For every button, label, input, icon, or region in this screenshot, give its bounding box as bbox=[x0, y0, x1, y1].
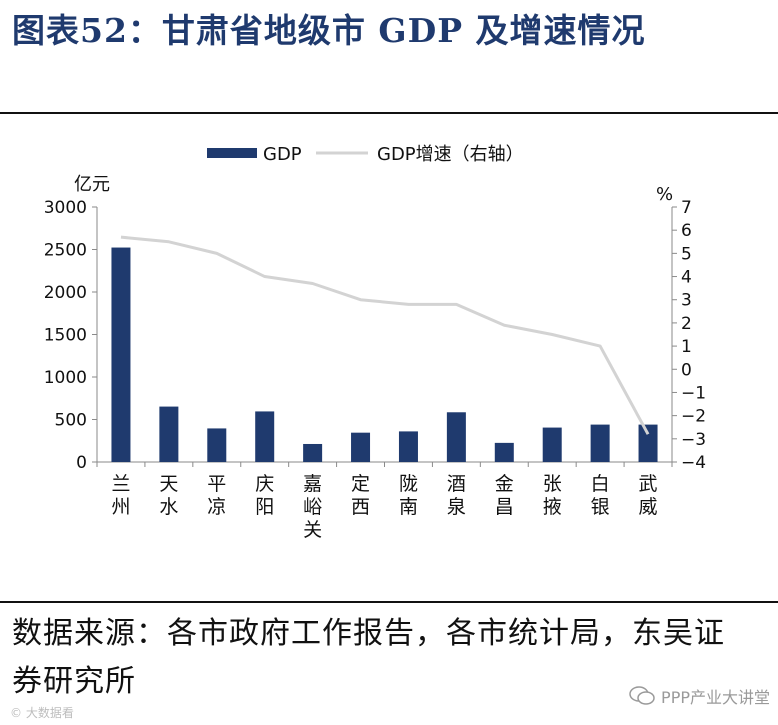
gdp-growth-line bbox=[120, 235, 650, 435]
x-category-label: 掖 bbox=[543, 496, 562, 518]
right-tick-label: −4 bbox=[681, 453, 706, 473]
x-category-label: 天 bbox=[159, 473, 178, 495]
gdp-bar bbox=[111, 247, 131, 462]
x-category-label: 南 bbox=[399, 496, 418, 518]
x-category-label: 庆 bbox=[255, 473, 274, 495]
x-category-label: 银 bbox=[591, 496, 610, 518]
gdp-bar bbox=[494, 442, 514, 462]
legend-bar-label: GDP bbox=[263, 144, 302, 165]
chart-title: 图表52：甘肃省地级市 GDP 及增速情况 bbox=[12, 11, 646, 50]
right-tick-label: −3 bbox=[681, 430, 706, 450]
right-tick-label: 6 bbox=[681, 221, 692, 241]
x-category-label: 泉 bbox=[447, 496, 466, 518]
gdp-bar bbox=[446, 412, 466, 462]
left-tick-label: 1000 bbox=[44, 368, 87, 388]
gdp-bar bbox=[398, 431, 418, 462]
right-tick-label: 7 bbox=[681, 198, 692, 218]
x-category-label: 武 bbox=[639, 473, 658, 495]
bottom-rule bbox=[0, 601, 778, 603]
x-category-label: 兰 bbox=[111, 473, 130, 495]
x-category-label: 西 bbox=[351, 496, 370, 518]
gdp-bar bbox=[542, 427, 562, 462]
right-tick-label: 4 bbox=[681, 268, 692, 288]
gdp-bar bbox=[255, 411, 275, 462]
x-category-label: 峪 bbox=[303, 496, 322, 518]
gdp-bar bbox=[638, 424, 658, 462]
x-category-label: 阳 bbox=[255, 496, 274, 518]
x-category-label: 平 bbox=[207, 473, 226, 495]
left-tick-label: 2000 bbox=[44, 283, 87, 303]
left-tick-label: 0 bbox=[76, 453, 87, 473]
left-tick-label: 3000 bbox=[44, 198, 87, 218]
left-tick-label: 2500 bbox=[44, 241, 87, 261]
x-category-label: 昌 bbox=[495, 496, 514, 518]
right-tick-label: 3 bbox=[681, 291, 692, 311]
right-tick-label: 2 bbox=[681, 314, 692, 334]
x-category-label: 金 bbox=[495, 473, 514, 495]
x-category-label: 威 bbox=[639, 496, 658, 518]
x-category-label: 嘉 bbox=[303, 473, 322, 495]
legend-line-label: GDP增速（右轴） bbox=[377, 144, 524, 165]
gdp-chart: 0 500 1000 1500 2000 2500 3000 亿元 −4 −3 −2 −1 0 1 2 3 4 5… bbox=[44, 144, 706, 541]
x-category-label: 定 bbox=[351, 473, 370, 495]
top-rule bbox=[0, 112, 778, 114]
left-axis-label: 亿元 bbox=[74, 174, 110, 195]
legend-bar-swatch bbox=[207, 148, 257, 158]
gdp-bar bbox=[590, 424, 610, 462]
watermark-right-label: PPP产业大讲堂 bbox=[661, 688, 770, 707]
gdp-bar bbox=[351, 432, 371, 462]
watermark-right: PPP产业大讲堂 bbox=[629, 684, 770, 708]
gdp-bar bbox=[303, 443, 323, 462]
right-tick-label: −1 bbox=[681, 383, 706, 403]
right-tick-label: 5 bbox=[681, 244, 692, 264]
x-category-label: 酒 bbox=[447, 473, 466, 495]
x-category-label: 凉 bbox=[207, 496, 226, 518]
right-axis-label: % bbox=[656, 184, 673, 205]
left-tick-label: 1500 bbox=[44, 326, 87, 346]
right-tick-label: −2 bbox=[681, 407, 706, 427]
source-note: 数据来源：各市政府工作报告，各市统计局，东吴证券研究所 bbox=[12, 616, 725, 699]
left-tick-label: 500 bbox=[55, 411, 87, 431]
right-tick-label: 1 bbox=[681, 337, 692, 357]
x-category-label: 陇 bbox=[399, 473, 418, 495]
x-category-label: 张 bbox=[543, 473, 562, 495]
watermark-left: © 大数据看 bbox=[10, 706, 74, 720]
right-tick-label: 0 bbox=[681, 360, 692, 380]
x-category-label: 白 bbox=[591, 473, 610, 495]
gdp-bar bbox=[207, 428, 227, 462]
x-category-label: 水 bbox=[159, 496, 178, 518]
x-category-label: 关 bbox=[303, 519, 322, 541]
wechat-icon bbox=[629, 686, 655, 705]
gdp-bar bbox=[159, 406, 179, 462]
x-category-label: 州 bbox=[111, 496, 130, 518]
